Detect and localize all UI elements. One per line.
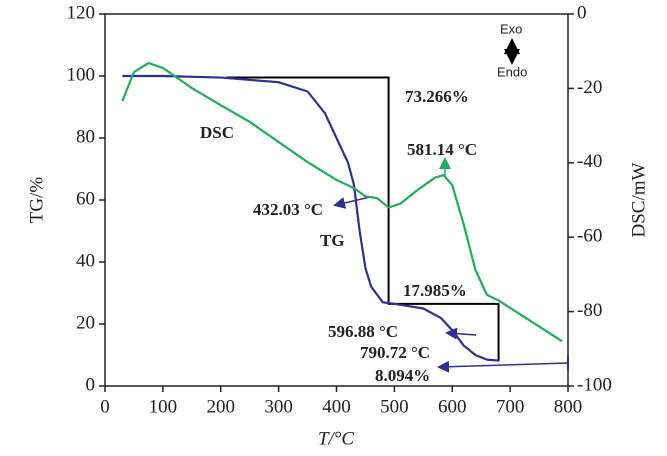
- line-series: [121, 62, 563, 343]
- annotation: DSC: [200, 123, 234, 142]
- x-tick-label: 100: [149, 396, 178, 417]
- y2-tick-label: -60: [577, 226, 602, 247]
- annotation: 581.14 °C: [407, 140, 477, 159]
- annotation: Endo: [497, 64, 527, 79]
- x-axis-label: T/°C: [318, 428, 354, 449]
- annotation: Exo: [500, 21, 522, 36]
- y-tick-label: 120: [67, 2, 96, 23]
- y2-tick-label: -100: [577, 374, 612, 395]
- annotation: 8.094%: [375, 366, 430, 385]
- arrow: [437, 360, 569, 373]
- arrow: [445, 327, 477, 340]
- x-tick-label: 600: [438, 396, 467, 417]
- y2-tick-label: -80: [577, 300, 602, 321]
- annotation: 73.266%: [405, 87, 469, 106]
- x-tick-label: 200: [207, 396, 236, 417]
- annotation: 596.88 °C: [328, 322, 398, 341]
- annotation: 790.72 °C: [360, 343, 430, 362]
- x-tick-label: 0: [100, 396, 110, 417]
- step-line: [226, 76, 500, 362]
- y-tick-label: 60: [76, 188, 95, 209]
- annotation: TG: [320, 231, 345, 250]
- y2-tick-label: -40: [577, 151, 602, 172]
- y2-tick-label: -20: [577, 77, 602, 98]
- arrow: [333, 196, 371, 209]
- x-tick-label: 300: [264, 396, 293, 417]
- y-tick-label: 40: [76, 250, 95, 271]
- y-tick-label: 100: [67, 64, 96, 85]
- y2-tick-label: 0: [577, 2, 587, 23]
- x-tick-label: 700: [496, 396, 525, 417]
- x-tick-label: 500: [380, 396, 409, 417]
- x-tick-label: 400: [322, 396, 351, 417]
- x-tick-label: 800: [554, 396, 583, 417]
- annotation: 17.985%: [403, 281, 467, 300]
- y2-axis-label: DSC/mW: [628, 162, 649, 237]
- y-axis-label: TG/%: [26, 177, 47, 224]
- y-tick-label: 80: [76, 126, 95, 147]
- annotation: 432.03 °C: [253, 200, 323, 219]
- y-tick-label: 20: [76, 312, 95, 333]
- y-tick-label: 0: [86, 374, 96, 395]
- line-series: [122, 74, 499, 362]
